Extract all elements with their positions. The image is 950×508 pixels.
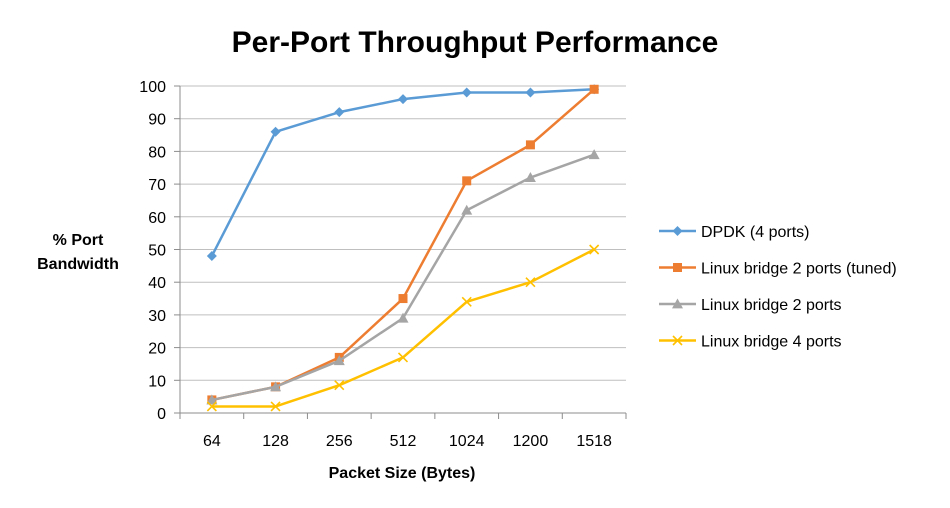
- legend-item-3: Linux bridge 4 ports: [659, 334, 842, 351]
- legend-swatch-marker-1: [673, 263, 682, 272]
- legend-label-3: Linux bridge 4 ports: [701, 334, 842, 351]
- legend-label-1: Linux bridge 2 ports (tuned): [701, 261, 897, 278]
- y-tick-label-90: 90: [148, 112, 166, 129]
- y-tick-label-30: 30: [148, 308, 166, 325]
- y-tick-label-100: 100: [139, 79, 166, 96]
- y-tick-label-60: 60: [148, 210, 166, 227]
- y-tick-label-0: 0: [157, 406, 166, 423]
- x-tick-labels: 64 128 256 512 1024 1200 1518: [203, 433, 612, 450]
- y-tick-label-50: 50: [148, 243, 166, 260]
- series-3: [206, 244, 600, 412]
- series-3-point-4: [461, 296, 472, 307]
- x-tick-label-1200: 1200: [513, 433, 549, 450]
- series-2-point-2: [333, 355, 345, 366]
- y-tick-label-70: 70: [148, 177, 166, 194]
- series-2-point-0: [206, 394, 218, 405]
- series-3-point-0-b: [206, 401, 217, 412]
- legend-label-0: DPDK (4 ports): [701, 224, 809, 241]
- series-line-1: [211, 88, 595, 402]
- y-tick-label-40: 40: [148, 275, 166, 292]
- legend-swatch-marker-2: [672, 298, 683, 309]
- legend-swatch-marker-0: [672, 226, 683, 236]
- series-0-point-4: [461, 87, 472, 98]
- series-line-0: [210, 88, 595, 257]
- x-tick-label-256: 256: [326, 433, 353, 450]
- series-2-point-5: [524, 172, 536, 182]
- series-0: [206, 84, 600, 262]
- y-tick-label-10: 10: [148, 373, 166, 390]
- series-line-2: [211, 153, 595, 402]
- y-tick-labels: 0 10 20 30 40 50 60 70 80 90 100: [139, 79, 166, 423]
- x-axis-label: Packet Size (Bytes): [329, 465, 476, 482]
- series-3-point-3-b: [397, 352, 409, 363]
- x-tick-label-64: 64: [203, 433, 221, 450]
- legend-item-0: DPDK (4 ports): [659, 224, 809, 241]
- series-3-point-4-b: [461, 296, 472, 307]
- series-0-point-5: [525, 87, 536, 98]
- series-3-point-6-b: [589, 244, 600, 255]
- series-2-point-3: [397, 312, 409, 323]
- series-3-point-6: [589, 244, 600, 255]
- y-tick-label-80: 80: [148, 144, 166, 161]
- series-2-point-4: [461, 204, 473, 215]
- x-tick-label-1024: 1024: [449, 433, 485, 450]
- legend-item-1: Linux bridge 2 ports (tuned): [659, 261, 897, 278]
- x-tick-label-1518: 1518: [576, 433, 612, 450]
- series-1-point-5: [525, 140, 535, 150]
- series-2: [206, 149, 600, 405]
- series-2-point-6: [588, 149, 600, 160]
- legend-label-2: Linux bridge 2 ports: [701, 297, 842, 314]
- x-tick-label-128: 128: [262, 433, 289, 450]
- series-3-point-1: [270, 401, 281, 412]
- series-0-point-2: [334, 107, 345, 118]
- gridlines: [180, 85, 626, 381]
- series-3-point-0: [206, 401, 217, 412]
- series-3-point-2: [334, 380, 345, 391]
- y-axis-label-line-1: % Port: [53, 232, 104, 249]
- legend-swatch-marker-3: [672, 335, 683, 346]
- axes: [174, 85, 627, 419]
- legend-swatch-marker-3-b: [672, 335, 683, 346]
- series-3-point-3: [397, 352, 409, 363]
- x-tick-label-512: 512: [390, 433, 417, 450]
- series-0-point-3: [398, 94, 408, 105]
- y-tick-label-20: 20: [148, 341, 166, 358]
- series-1-point-4: [462, 176, 472, 186]
- legend: DPDK (4 ports) Linux bridge 2 ports (tune…: [659, 224, 897, 351]
- series-0-point-0: [206, 251, 217, 262]
- series-3-point-2-b: [334, 380, 345, 391]
- series-0-point-1: [270, 126, 281, 137]
- series-1-point-6: [589, 84, 599, 94]
- series-2-point-1: [270, 381, 282, 392]
- series-line-3: [211, 248, 595, 408]
- legend-item-2: Linux bridge 2 ports: [659, 297, 842, 314]
- series-3-point-5: [525, 277, 536, 288]
- series-1-point-3: [398, 294, 408, 304]
- y-axis-label-line-2: Bandwidth: [37, 256, 119, 273]
- chart-title: Per-Port Throughput Performance: [232, 26, 719, 59]
- series-3-point-5-b: [525, 277, 536, 288]
- series-lines: [206, 84, 600, 412]
- series-3-point-1-b: [270, 401, 281, 412]
